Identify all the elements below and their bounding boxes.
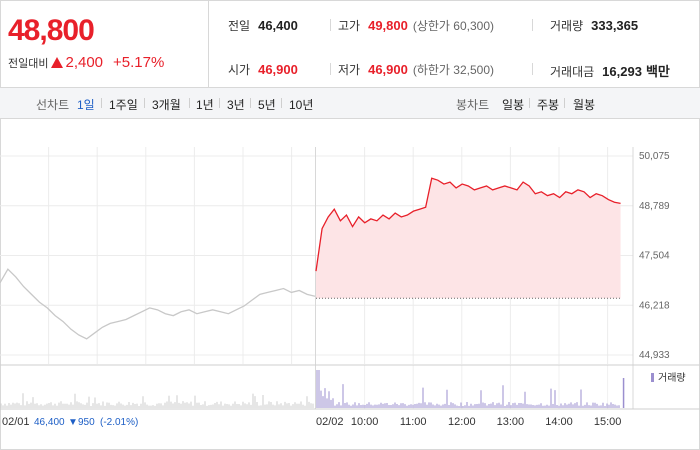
y-tick-label: 48,789: [639, 201, 670, 212]
prev-down-arrow: ▼: [68, 417, 78, 428]
x-tick-label: 11:00: [400, 416, 427, 428]
separator: [189, 98, 190, 108]
volume-layer: [0, 370, 625, 408]
quote-header: 48,800 전일대비 2,400 +5.17% 전일 46,400 고가 49…: [0, 0, 700, 88]
stat-sub: (상한가 60,300): [412, 19, 495, 33]
today-area-fill: [316, 178, 621, 299]
price-chart: 50,075 48,789 47,504 46,218 44,933 10:00 11:00…: [0, 147, 700, 428]
divider: [532, 63, 533, 75]
stat-label: 시가: [228, 63, 251, 77]
candle-daily[interactable]: 일봉: [502, 98, 525, 112]
divider: [330, 63, 331, 75]
x-tick-label: 14:00: [545, 416, 573, 428]
today-series: [315, 177, 621, 272]
stat-label: 저가: [338, 63, 361, 77]
stat-label: 거래량: [550, 19, 584, 33]
divider: [532, 19, 533, 31]
line-chart-label: 선차트: [36, 98, 70, 112]
y-tick-label: 44,933: [639, 350, 670, 361]
stat-low: 저가 46,900 (하한가 32,500): [338, 61, 494, 78]
volume-legend-swatch: [651, 373, 654, 382]
stat-trade-amount: 거래대금 16,293 백만: [550, 61, 670, 80]
period-3m[interactable]: 3개월: [152, 98, 181, 112]
up-triangle-icon: [51, 57, 64, 68]
stat-value: 46,900: [368, 62, 408, 77]
stat-high: 고가 49,800 (상한가 60,300): [338, 17, 494, 34]
separator: [564, 98, 565, 108]
separator: [144, 98, 145, 108]
divider: [330, 19, 331, 31]
today-layer: [315, 177, 621, 299]
separator: [529, 98, 530, 108]
stat-label: 고가: [338, 19, 361, 33]
stat-value: 49,800: [368, 18, 408, 33]
stat-value: 16,293: [602, 64, 642, 79]
stat-value: 333,365: [591, 18, 639, 33]
stat-prev-close: 전일 46,400: [228, 17, 298, 34]
today-date-label: 02/02: [316, 416, 344, 428]
y-tick-label: 47,504: [639, 251, 670, 262]
period-3y[interactable]: 3년: [227, 98, 245, 112]
stat-value: 46,400: [258, 18, 298, 33]
x-tick-label: 13:00: [497, 416, 525, 428]
prev-close-price: 46,400: [34, 417, 65, 428]
stat-value: 46,900: [258, 62, 298, 77]
stat-open: 시가 46,900: [228, 61, 298, 78]
x-tick-label: 12:00: [448, 416, 476, 428]
period-5y[interactable]: 5년: [258, 98, 276, 112]
period-1w[interactable]: 1주일: [109, 98, 138, 112]
period-1y[interactable]: 1년: [196, 98, 214, 112]
y-tick-label: 50,075: [639, 151, 670, 162]
prev-date-label: 02/01: [2, 416, 30, 428]
period-bar: 선차트 1일 1주일 3개월 1년 3년 5년 10년 봉차트 일봉 주봉 월봉: [0, 88, 700, 119]
separator: [219, 98, 220, 108]
stat-unit: 백만: [645, 64, 670, 79]
stat-label: 전일: [228, 19, 251, 33]
separator: [281, 98, 282, 108]
volume-legend: 거래량: [658, 372, 686, 384]
x-tick-label: 15:00: [594, 416, 622, 428]
stat-volume: 거래량 333,365: [550, 17, 638, 34]
separator: [250, 98, 251, 108]
separator: [101, 98, 102, 108]
x-tick-label: 10:00: [351, 416, 379, 428]
prev-change-pct: (-2.01%): [100, 417, 138, 428]
current-price: 48,800: [8, 14, 95, 47]
change-label: 전일대비: [8, 57, 49, 70]
stat-sub: (하한가 32,500): [412, 63, 495, 77]
change-percent: +5.17%: [113, 54, 165, 71]
change-row: 전일대비 2,400 +5.17%: [8, 54, 164, 71]
period-10y[interactable]: 10년: [289, 98, 314, 112]
candle-monthly[interactable]: 월봉: [573, 98, 596, 112]
prev-change: 950: [78, 417, 95, 428]
period-1d[interactable]: 1일: [77, 98, 95, 112]
previous-day-series: [0, 268, 316, 340]
previous-day-layer: [0, 268, 316, 340]
y-tick-label: 46,218: [639, 300, 670, 311]
price-summary: 48,800 전일대비 2,400 +5.17%: [0, 0, 209, 88]
stat-label: 거래대금: [550, 65, 595, 79]
candle-weekly[interactable]: 주봉: [537, 98, 560, 112]
change-value: 2,400: [65, 54, 104, 71]
axis-ticks: 50,075 48,789 47,504 46,218 44,933 10:00 11:00…: [351, 151, 670, 428]
candle-chart-label: 봉차트: [456, 98, 490, 112]
